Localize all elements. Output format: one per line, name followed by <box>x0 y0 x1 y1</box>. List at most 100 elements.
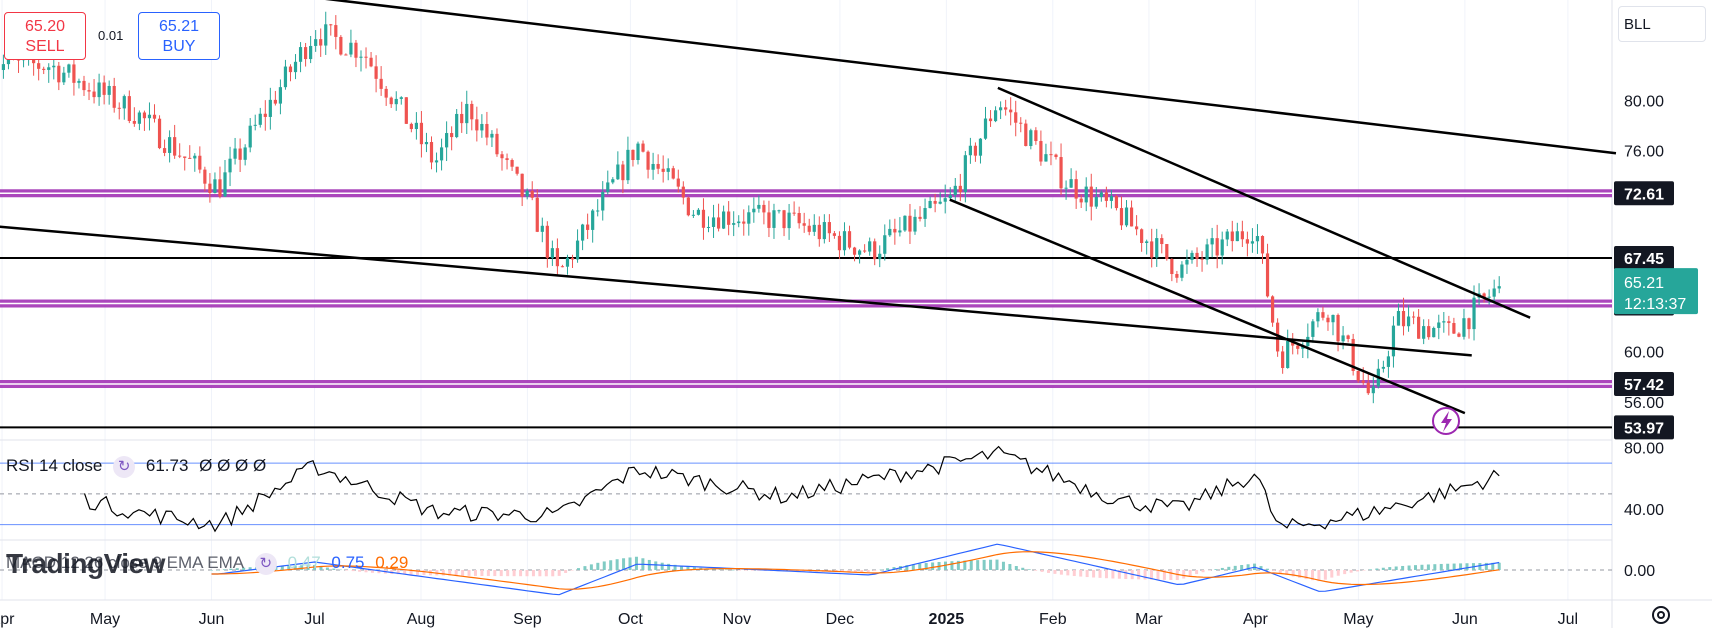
candle-body <box>173 137 177 156</box>
axes: 80.00 76.00 60.00 56.00 80.00 40.00 0.00 Apr May… <box>0 93 1664 628</box>
candle-body <box>1411 316 1416 318</box>
refresh-icon[interactable]: ↻ <box>113 456 136 478</box>
candle-body <box>792 212 796 214</box>
candle-body <box>1225 231 1229 240</box>
macd-histogram-bar <box>847 570 851 572</box>
trendline[interactable] <box>949 198 1466 415</box>
candle-body <box>988 118 993 122</box>
macd-histogram-bar <box>1207 570 1211 571</box>
candle-body <box>827 222 831 234</box>
candle-body <box>711 217 716 227</box>
macd-histogram-bar <box>1040 570 1044 572</box>
macd-histogram-bar <box>1484 562 1488 570</box>
candle-body <box>218 179 222 197</box>
macd-histogram-bar <box>589 564 593 570</box>
macd-histogram-bar <box>1143 570 1147 580</box>
refresh-icon[interactable]: ↻ <box>254 553 277 575</box>
candle-body <box>1366 382 1370 394</box>
macd-histogram-bar <box>1446 563 1450 570</box>
candle-body <box>460 113 464 124</box>
gear-icon[interactable] <box>1650 604 1672 626</box>
macd-histogram-bar <box>1098 570 1102 578</box>
candle-body <box>1024 123 1028 147</box>
buy-price: 65.21 <box>158 18 200 35</box>
macd-histogram-bar <box>1104 570 1108 579</box>
macd-histogram-bar <box>216 570 220 571</box>
macd-histogram-bar <box>840 570 844 572</box>
candle-body <box>1185 259 1189 265</box>
candle-body <box>142 112 147 119</box>
candle-body <box>127 96 131 121</box>
candle-body <box>727 211 731 225</box>
candle-body <box>334 25 338 37</box>
buy-button[interactable]: 65.21 BUY <box>138 12 220 60</box>
macd-histogram-bar <box>210 570 214 571</box>
macd-histogram-bar <box>1201 570 1205 573</box>
candle-body <box>752 208 756 213</box>
candle-body <box>434 160 439 163</box>
macd-histogram-bar <box>287 565 291 570</box>
candle-body <box>223 172 227 197</box>
macd-histogram-bar <box>995 559 999 570</box>
candle-body <box>349 42 353 55</box>
candle-body <box>560 266 565 268</box>
macd-histogram-bar <box>319 566 323 570</box>
bolt-icon[interactable] <box>1432 407 1460 435</box>
candle-body <box>369 57 373 67</box>
candle-body <box>661 168 665 172</box>
candle-body <box>319 39 323 46</box>
candle-body <box>722 211 726 229</box>
candle-body <box>973 145 978 156</box>
candle-body <box>601 192 605 211</box>
spread-value: 0.01 <box>98 28 124 43</box>
time-tick-label: Feb <box>1039 611 1067 628</box>
candle-body <box>1235 231 1239 242</box>
candle-body <box>1381 366 1385 369</box>
macd-histogram-bar <box>795 570 799 572</box>
candle-body <box>802 223 806 226</box>
macd-histogram-bar <box>1259 566 1263 570</box>
candle-body <box>817 224 821 240</box>
candle-body <box>178 155 182 157</box>
price-level-tag <box>1614 372 1674 397</box>
rsi-legend[interactable]: RSI 14 close ↻ 61.73 Ø Ø Ø Ø <box>6 456 272 478</box>
candle-body <box>586 224 590 230</box>
macd-name: MACD 12 26 close 9 EMA EMA <box>6 553 245 572</box>
trendlines[interactable] <box>0 0 1617 415</box>
macd-histogram-bar <box>1388 567 1392 570</box>
candle-body <box>1014 112 1018 123</box>
macd-histogram-bar <box>480 570 484 576</box>
candle-body <box>47 67 51 70</box>
candle-body <box>701 209 706 228</box>
macd-histogram-bar <box>1195 570 1199 575</box>
candle-body <box>82 80 86 91</box>
candle-body <box>1230 231 1234 242</box>
candle-body <box>450 133 454 138</box>
candle-body <box>999 107 1003 111</box>
candle-body <box>1301 346 1305 349</box>
macd-histogram-bar <box>544 570 548 577</box>
macd-histogram-bar <box>905 565 909 570</box>
macd-tick-label: 0.00 <box>1624 563 1655 580</box>
macd-histogram-bar <box>1375 568 1379 570</box>
candle-body <box>183 156 187 158</box>
price-level-tag-label: 72.61 <box>1624 186 1664 203</box>
trendline[interactable] <box>997 86 1531 319</box>
macd-histogram-bar <box>512 570 516 577</box>
symbol-selector[interactable]: BLL <box>1618 6 1706 42</box>
time-tick-label: Oct <box>618 611 643 628</box>
candle-body <box>807 225 811 232</box>
candle-body <box>283 66 288 88</box>
candle-body <box>591 210 595 230</box>
trendline[interactable] <box>0 225 1472 357</box>
macd-histogram-bar <box>737 570 741 571</box>
price-level-tag <box>1614 181 1674 206</box>
candle-body <box>777 210 781 212</box>
candle-body <box>1401 311 1406 327</box>
horizontal-levels[interactable] <box>0 189 1612 429</box>
trendline[interactable] <box>315 0 1617 155</box>
sell-button[interactable]: 65.20 SELL <box>4 12 86 60</box>
macd-histogram-bar <box>634 556 638 570</box>
macd-legend[interactable]: MACD 12 26 close 9 EMA EMA ↻ 0.47 0.75 0… <box>6 553 414 575</box>
